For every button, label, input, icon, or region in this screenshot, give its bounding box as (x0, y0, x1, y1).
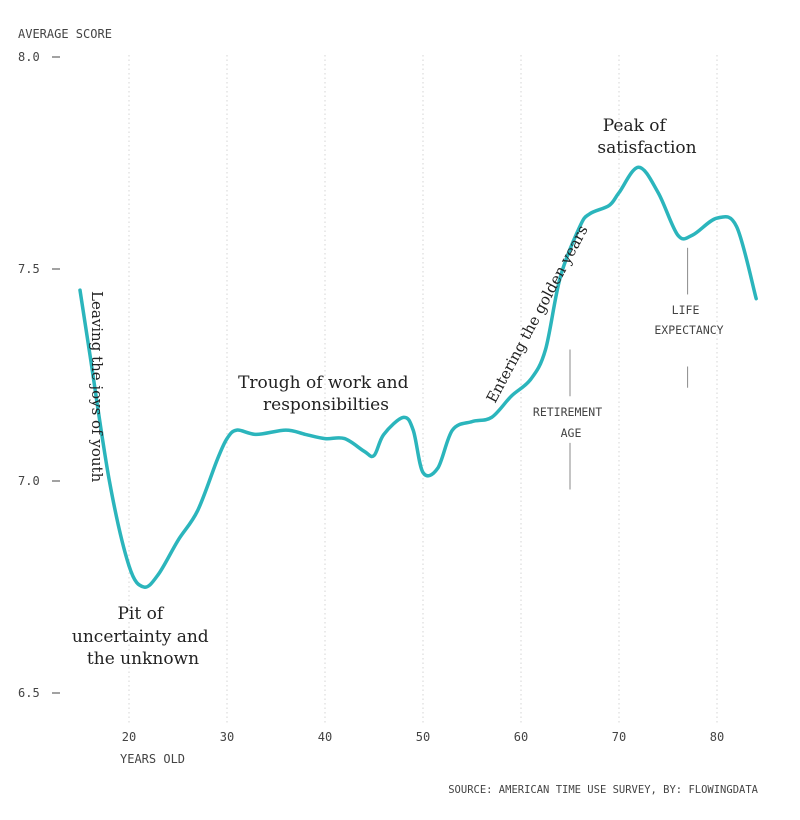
annotation-pit-line-1: Pit of (117, 604, 164, 624)
annotation-leaving-youth: Leaving the joys of youth (88, 291, 106, 483)
x-tick-label-80: 80 (710, 730, 724, 744)
x-tick-label-30: 30 (220, 730, 234, 744)
x-tick-label-20: 20 (122, 730, 136, 744)
series-line (78, 165, 758, 589)
annotation-peak: Peak of satisfaction (597, 116, 696, 158)
y-tick-label-7.0: 7.0 (18, 474, 40, 488)
x-tick-label-40: 40 (318, 730, 332, 744)
annotation-pit-line-2: uncertainty and (72, 627, 209, 647)
source-note: SOURCE: AMERICAN TIME USE SURVEY, BY: FL… (448, 784, 758, 796)
y-tick-label-8.0: 8.0 (18, 50, 40, 64)
vertical-gridlines (128, 55, 718, 725)
annotation-peak-line-2: satisfaction (597, 138, 696, 158)
annotation-peak-line-1: Peak of (603, 116, 668, 136)
x-tick-label-70: 70 (612, 730, 626, 744)
annotation-pit: Pit of uncertainty and the unknown (72, 604, 214, 669)
life-expectancy-label: LIFE EXPECTANCY (654, 303, 723, 337)
annotation-trough-line-2: responsibilties (263, 395, 389, 415)
y-axis: 8.0 7.5 7.0 6.5 (18, 50, 60, 700)
x-tick-label-50: 50 (416, 730, 430, 744)
y-axis-title: AVERAGE SCORE (18, 27, 112, 41)
annotation-pit-line-3: the unknown (87, 649, 199, 669)
annotation-trough-line-1: Trough of work and (238, 373, 409, 393)
retirement-age-label-line-2: AGE (561, 426, 582, 440)
annotation-golden-years: Entering the golden years (483, 222, 592, 406)
x-tick-label-60: 60 (514, 730, 528, 744)
x-axis: 20 30 40 50 60 70 80 (122, 730, 724, 744)
x-axis-title: YEARS OLD (120, 752, 185, 766)
retirement-age-label-line-1: RETIREMENT (533, 405, 602, 419)
annotation-trough: Trough of work and responsibilties (238, 373, 414, 415)
y-tick-label-7.5: 7.5 (18, 262, 40, 276)
event-markers (569, 247, 689, 490)
life-expectancy-label-line-1: LIFE (672, 303, 700, 317)
y-tick-label-6.5: 6.5 (18, 686, 40, 700)
retirement-age-label: RETIREMENT AGE (533, 405, 609, 440)
life-expectancy-label-line-2: EXPECTANCY (654, 323, 723, 337)
